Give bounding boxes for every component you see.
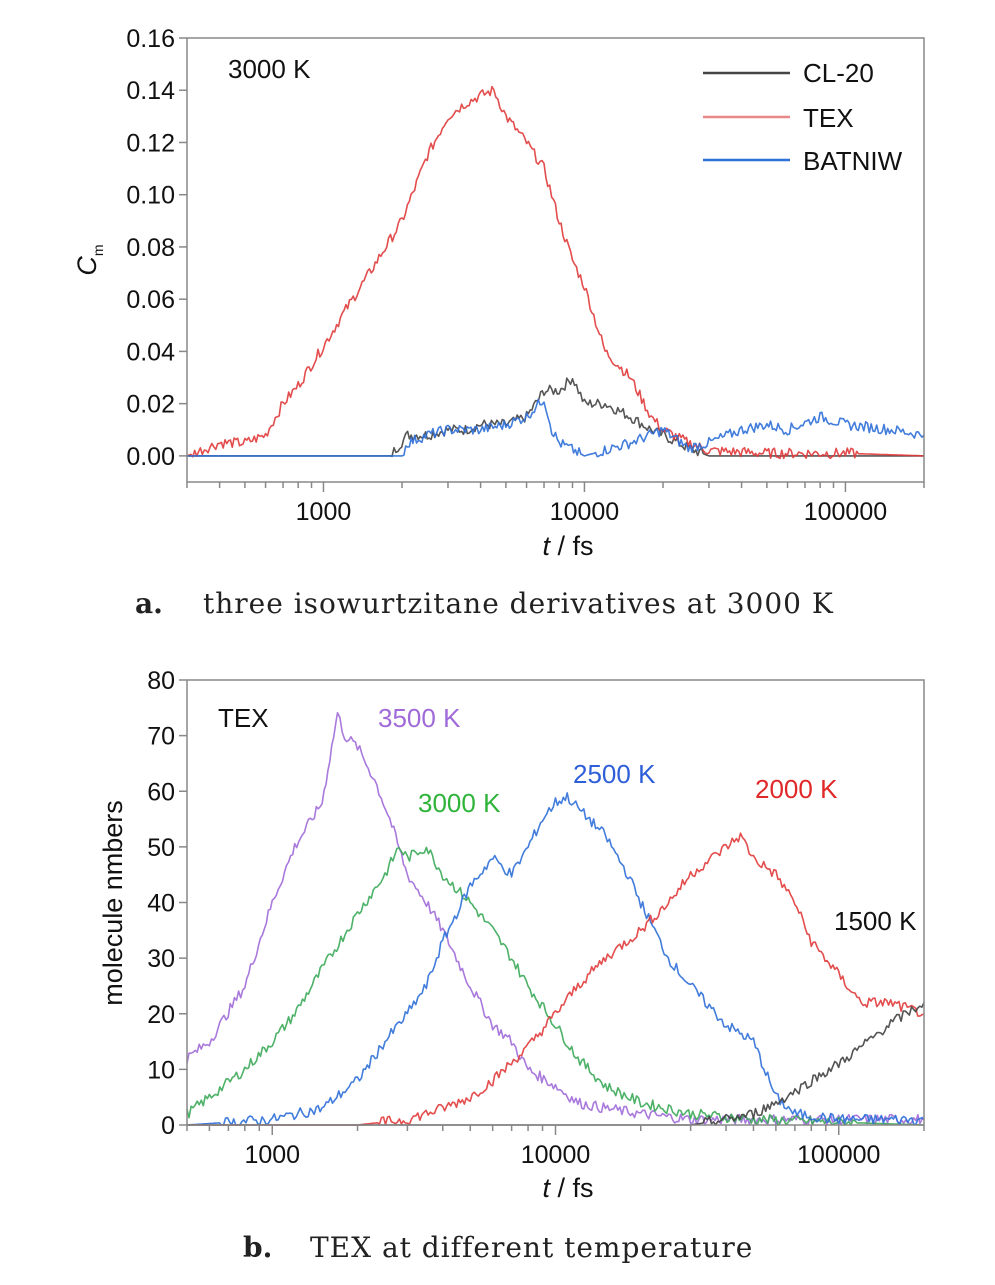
y-tick-label: 70 xyxy=(147,723,175,751)
x-tick-label: 10000 xyxy=(521,1141,591,1169)
panel-a-x-axis-label: t / fs xyxy=(542,531,593,561)
panel-b-caption-letter: b. xyxy=(243,1231,272,1264)
x-tick-label: 10000 xyxy=(550,498,620,526)
series-line-1500-k xyxy=(187,1002,925,1126)
series-line-batniw xyxy=(187,398,925,458)
panel-b-annotation: TEX xyxy=(218,703,269,733)
panel-a-caption-letter: a. xyxy=(135,587,163,620)
y-tick-label: 0 xyxy=(161,1112,175,1140)
y-tick-label: 20 xyxy=(147,1001,175,1029)
legend-label-batniw: BATNIW xyxy=(803,146,903,176)
x-tick-label: 1000 xyxy=(296,498,352,526)
panel-a-plot-frame xyxy=(186,37,925,483)
panel-a-axis-ticks xyxy=(179,37,925,492)
y-tick-label: 80 xyxy=(147,667,175,695)
legend-label-cl20: CL-20 xyxy=(803,58,874,88)
panel-a-caption-text: three isowurtzitane derivatives at 3000 … xyxy=(203,587,834,620)
y-tick-label: 30 xyxy=(147,945,175,973)
series-line-tex xyxy=(186,85,925,460)
y-tick-label: 50 xyxy=(147,834,175,862)
y-tick-label: 0.10 xyxy=(126,182,175,210)
panel-a-legend: CL-20 TEX BATNIW xyxy=(703,58,903,176)
y-tick-label: 40 xyxy=(147,890,175,918)
series-label-1500k: 1500 K xyxy=(834,906,917,936)
y-tick-label: 0.00 xyxy=(126,443,175,471)
y-tick-label: 0.08 xyxy=(126,234,175,262)
y-tick-label: 0.04 xyxy=(126,338,175,366)
panel-b-x-tick-labels: 1000 10000 100000 xyxy=(244,1141,880,1169)
y-tick-label: 60 xyxy=(147,778,175,806)
series-label-3500k: 3500 K xyxy=(378,703,461,733)
series-label-2000k: 2000 K xyxy=(755,774,838,804)
series-line-2500-k xyxy=(186,792,925,1126)
x-tick-label: 100000 xyxy=(797,1141,880,1169)
panel-a-x-tick-labels: 1000 10000 100000 xyxy=(296,498,888,526)
y-tick-label: 0.06 xyxy=(126,286,175,314)
series-line-3000-k xyxy=(186,846,925,1126)
panel-b: 0 10 20 30 40 50 60 70 80 1000 10000 100000 TEX 35… xyxy=(98,667,925,1264)
x-tick-label: 100000 xyxy=(804,498,887,526)
legend-label-tex: TEX xyxy=(803,103,854,133)
series-line-2000-k xyxy=(187,832,925,1126)
panel-a-y-tick-labels: 0.00 0.02 0.04 0.06 0.08 0.10 0.12 0.14 0.16 xyxy=(126,25,175,471)
panel-b-y-tick-labels: 0 10 20 30 40 50 60 70 80 xyxy=(147,667,175,1140)
y-tick-label: 0.14 xyxy=(126,77,175,105)
panel-a: 0.00 0.02 0.04 0.06 0.08 0.10 0.12 0.14 0.16 100… xyxy=(72,25,925,620)
panel-a-lines xyxy=(186,85,925,460)
panel-b-plot-frame xyxy=(186,679,925,1126)
panel-b-y-axis-label: molecule nmbers xyxy=(98,800,128,1006)
panel-a-y-axis-label: Cm xyxy=(72,244,106,275)
y-tick-label: 0.12 xyxy=(126,129,175,157)
panel-b-caption-text: TEX at different temperature xyxy=(310,1231,753,1264)
y-tick-label: 0.16 xyxy=(126,25,175,53)
panel-b-x-axis-label: t / fs xyxy=(542,1173,593,1203)
x-tick-label: 1000 xyxy=(244,1141,300,1169)
panel-b-axis-ticks xyxy=(179,679,925,1135)
y-tick-label: 0.02 xyxy=(126,391,175,419)
panel-a-annotation: 3000 K xyxy=(228,54,311,84)
series-label-2500k: 2500 K xyxy=(573,759,656,789)
y-tick-label: 10 xyxy=(147,1056,175,1084)
series-label-3000k: 3000 K xyxy=(418,788,501,818)
